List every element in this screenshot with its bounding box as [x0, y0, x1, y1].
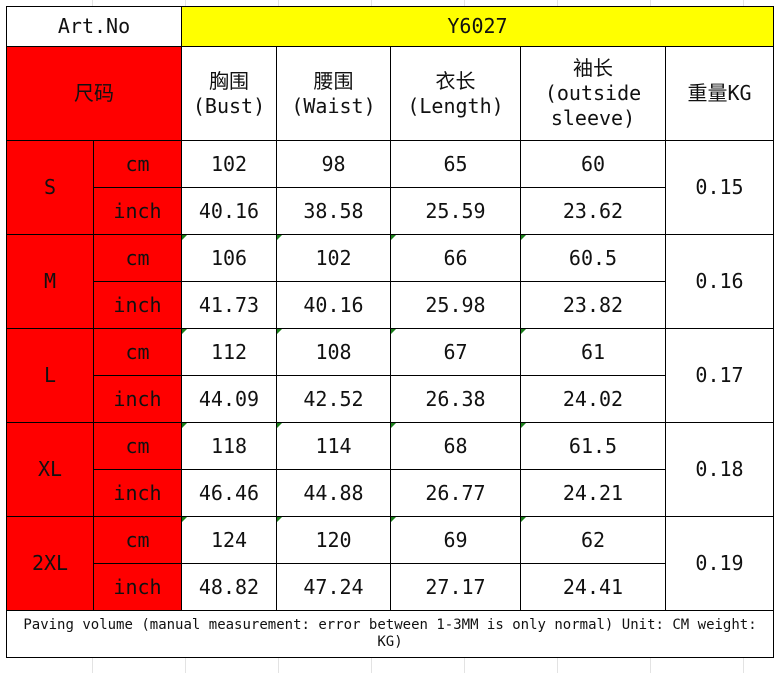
measurement-cell: 25.98 — [390, 281, 521, 329]
measurement-cell: 23.82 — [520, 281, 666, 329]
size-chart-table: Art.No Y6027 尺码 胸围 (Bust) 腰围 (Waist) 衣长 (Le… — [6, 6, 774, 658]
measurement-cell: 112 — [181, 328, 277, 376]
unit-label: cm — [93, 328, 182, 376]
size-row-m-inch: inch 41.73 40.16 25.98 23.82 — [7, 281, 774, 329]
measurement-cell: 102 — [181, 140, 277, 188]
measurement-cell: 26.38 — [390, 375, 521, 423]
measurement-cell: 106 — [181, 234, 277, 282]
unit-label: cm — [93, 516, 182, 564]
measurement-cell: 118 — [181, 422, 277, 470]
measurement-cell: 98 — [276, 140, 391, 188]
unit-label: inch — [93, 281, 182, 329]
unit-label: cm — [93, 234, 182, 282]
measurement-cell: 46.46 — [181, 469, 277, 517]
measurement-cell: 67 — [390, 328, 521, 376]
length-header-zh: 衣长 — [435, 68, 476, 93]
unit-label: inch — [93, 563, 182, 611]
measurement-cell: 24.02 — [520, 375, 666, 423]
measurement-cell: 61.5 — [520, 422, 666, 470]
length-header: 衣长 (Length) — [390, 46, 521, 141]
sleeve-header: 袖长 (outside sleeve) — [520, 46, 666, 141]
header-row: 尺码 胸围 (Bust) 腰围 (Waist) 衣长 (Length) 袖长 (outs… — [6, 46, 774, 141]
measurement-cell: 24.21 — [520, 469, 666, 517]
waist-header: 腰围 (Waist) — [276, 46, 391, 141]
measurement-cell: 61 — [520, 328, 666, 376]
weight-cell: 0.15 — [665, 140, 774, 235]
bust-header-en: (Bust) — [192, 93, 266, 118]
measurement-cell: 120 — [276, 516, 391, 564]
sleeve-header-zh: 袖长 — [573, 56, 613, 80]
unit-label: cm — [93, 140, 182, 188]
measurement-cell: 48.82 — [181, 563, 277, 611]
measurement-cell: 40.16 — [276, 281, 391, 329]
measurement-cell: 38.58 — [276, 187, 391, 235]
unit-label: cm — [93, 422, 182, 470]
footer-note: Paving volume (manual measurement: error… — [6, 610, 774, 658]
measurement-cell: 27.17 — [390, 563, 521, 611]
size-label: 2XL — [6, 516, 94, 611]
measurement-cell: 60.5 — [520, 234, 666, 282]
measurement-cell: 26.77 — [390, 469, 521, 517]
measurement-cell: 60 — [520, 140, 666, 188]
footer-row: Paving volume (manual measurement: error… — [6, 610, 774, 658]
size-label: S — [6, 140, 94, 235]
measurement-cell: 66 — [390, 234, 521, 282]
measurement-cell: 114 — [276, 422, 391, 470]
art-no-row: Art.No Y6027 — [6, 6, 774, 47]
measurement-cell: 41.73 — [181, 281, 277, 329]
size-row-2xl-cm: 2XL cm 124 120 69 62 0.19 — [6, 516, 774, 611]
art-no-value: Y6027 — [181, 6, 774, 47]
size-label: M — [6, 234, 94, 329]
unit-label: inch — [93, 187, 182, 235]
waist-header-en: (Waist) — [291, 93, 376, 118]
art-no-label: Art.No — [6, 6, 182, 47]
size-label: L — [6, 328, 94, 423]
length-header-en: (Length) — [407, 93, 504, 118]
size-row-2xl-inch: inch 48.82 47.24 27.17 24.41 — [7, 563, 774, 611]
size-row-l-inch: inch 44.09 42.52 26.38 24.02 — [7, 375, 774, 423]
bust-header-zh: 胸围 — [209, 68, 249, 93]
measurement-cell: 108 — [276, 328, 391, 376]
measurement-cell: 65 — [390, 140, 521, 188]
size-header: 尺码 — [6, 46, 182, 141]
size-row-xl-cm: XL cm 118 114 68 61.5 0.18 — [6, 422, 774, 517]
measurement-cell: 124 — [181, 516, 277, 564]
measurement-cell: 68 — [390, 422, 521, 470]
weight-cell: 0.17 — [665, 328, 774, 423]
measurement-cell: 102 — [276, 234, 391, 282]
weight-header: 重量KG — [665, 46, 774, 141]
measurement-cell: 25.59 — [390, 187, 521, 235]
size-row-xl-inch: inch 46.46 44.88 26.77 24.21 — [7, 469, 774, 517]
measurement-cell: 42.52 — [276, 375, 391, 423]
size-row-s-inch: inch 40.16 38.58 25.59 23.62 — [7, 187, 774, 235]
waist-header-zh: 腰围 — [313, 68, 354, 93]
measurement-cell: 40.16 — [181, 187, 277, 235]
sleeve-header-en: (outside sleeve) — [544, 81, 642, 130]
measurement-cell: 24.41 — [520, 563, 666, 611]
bust-header: 胸围 (Bust) — [181, 46, 277, 141]
weight-cell: 0.16 — [665, 234, 774, 329]
unit-label: inch — [93, 375, 182, 423]
measurement-cell: 23.62 — [520, 187, 666, 235]
measurement-cell: 47.24 — [276, 563, 391, 611]
unit-label: inch — [93, 469, 182, 517]
weight-cell: 0.19 — [665, 516, 774, 611]
measurement-cell: 62 — [520, 516, 666, 564]
measurement-cell: 44.09 — [181, 375, 277, 423]
size-label: XL — [6, 422, 94, 517]
weight-cell: 0.18 — [665, 422, 774, 517]
measurement-cell: 44.88 — [276, 469, 391, 517]
measurement-cell: 69 — [390, 516, 521, 564]
